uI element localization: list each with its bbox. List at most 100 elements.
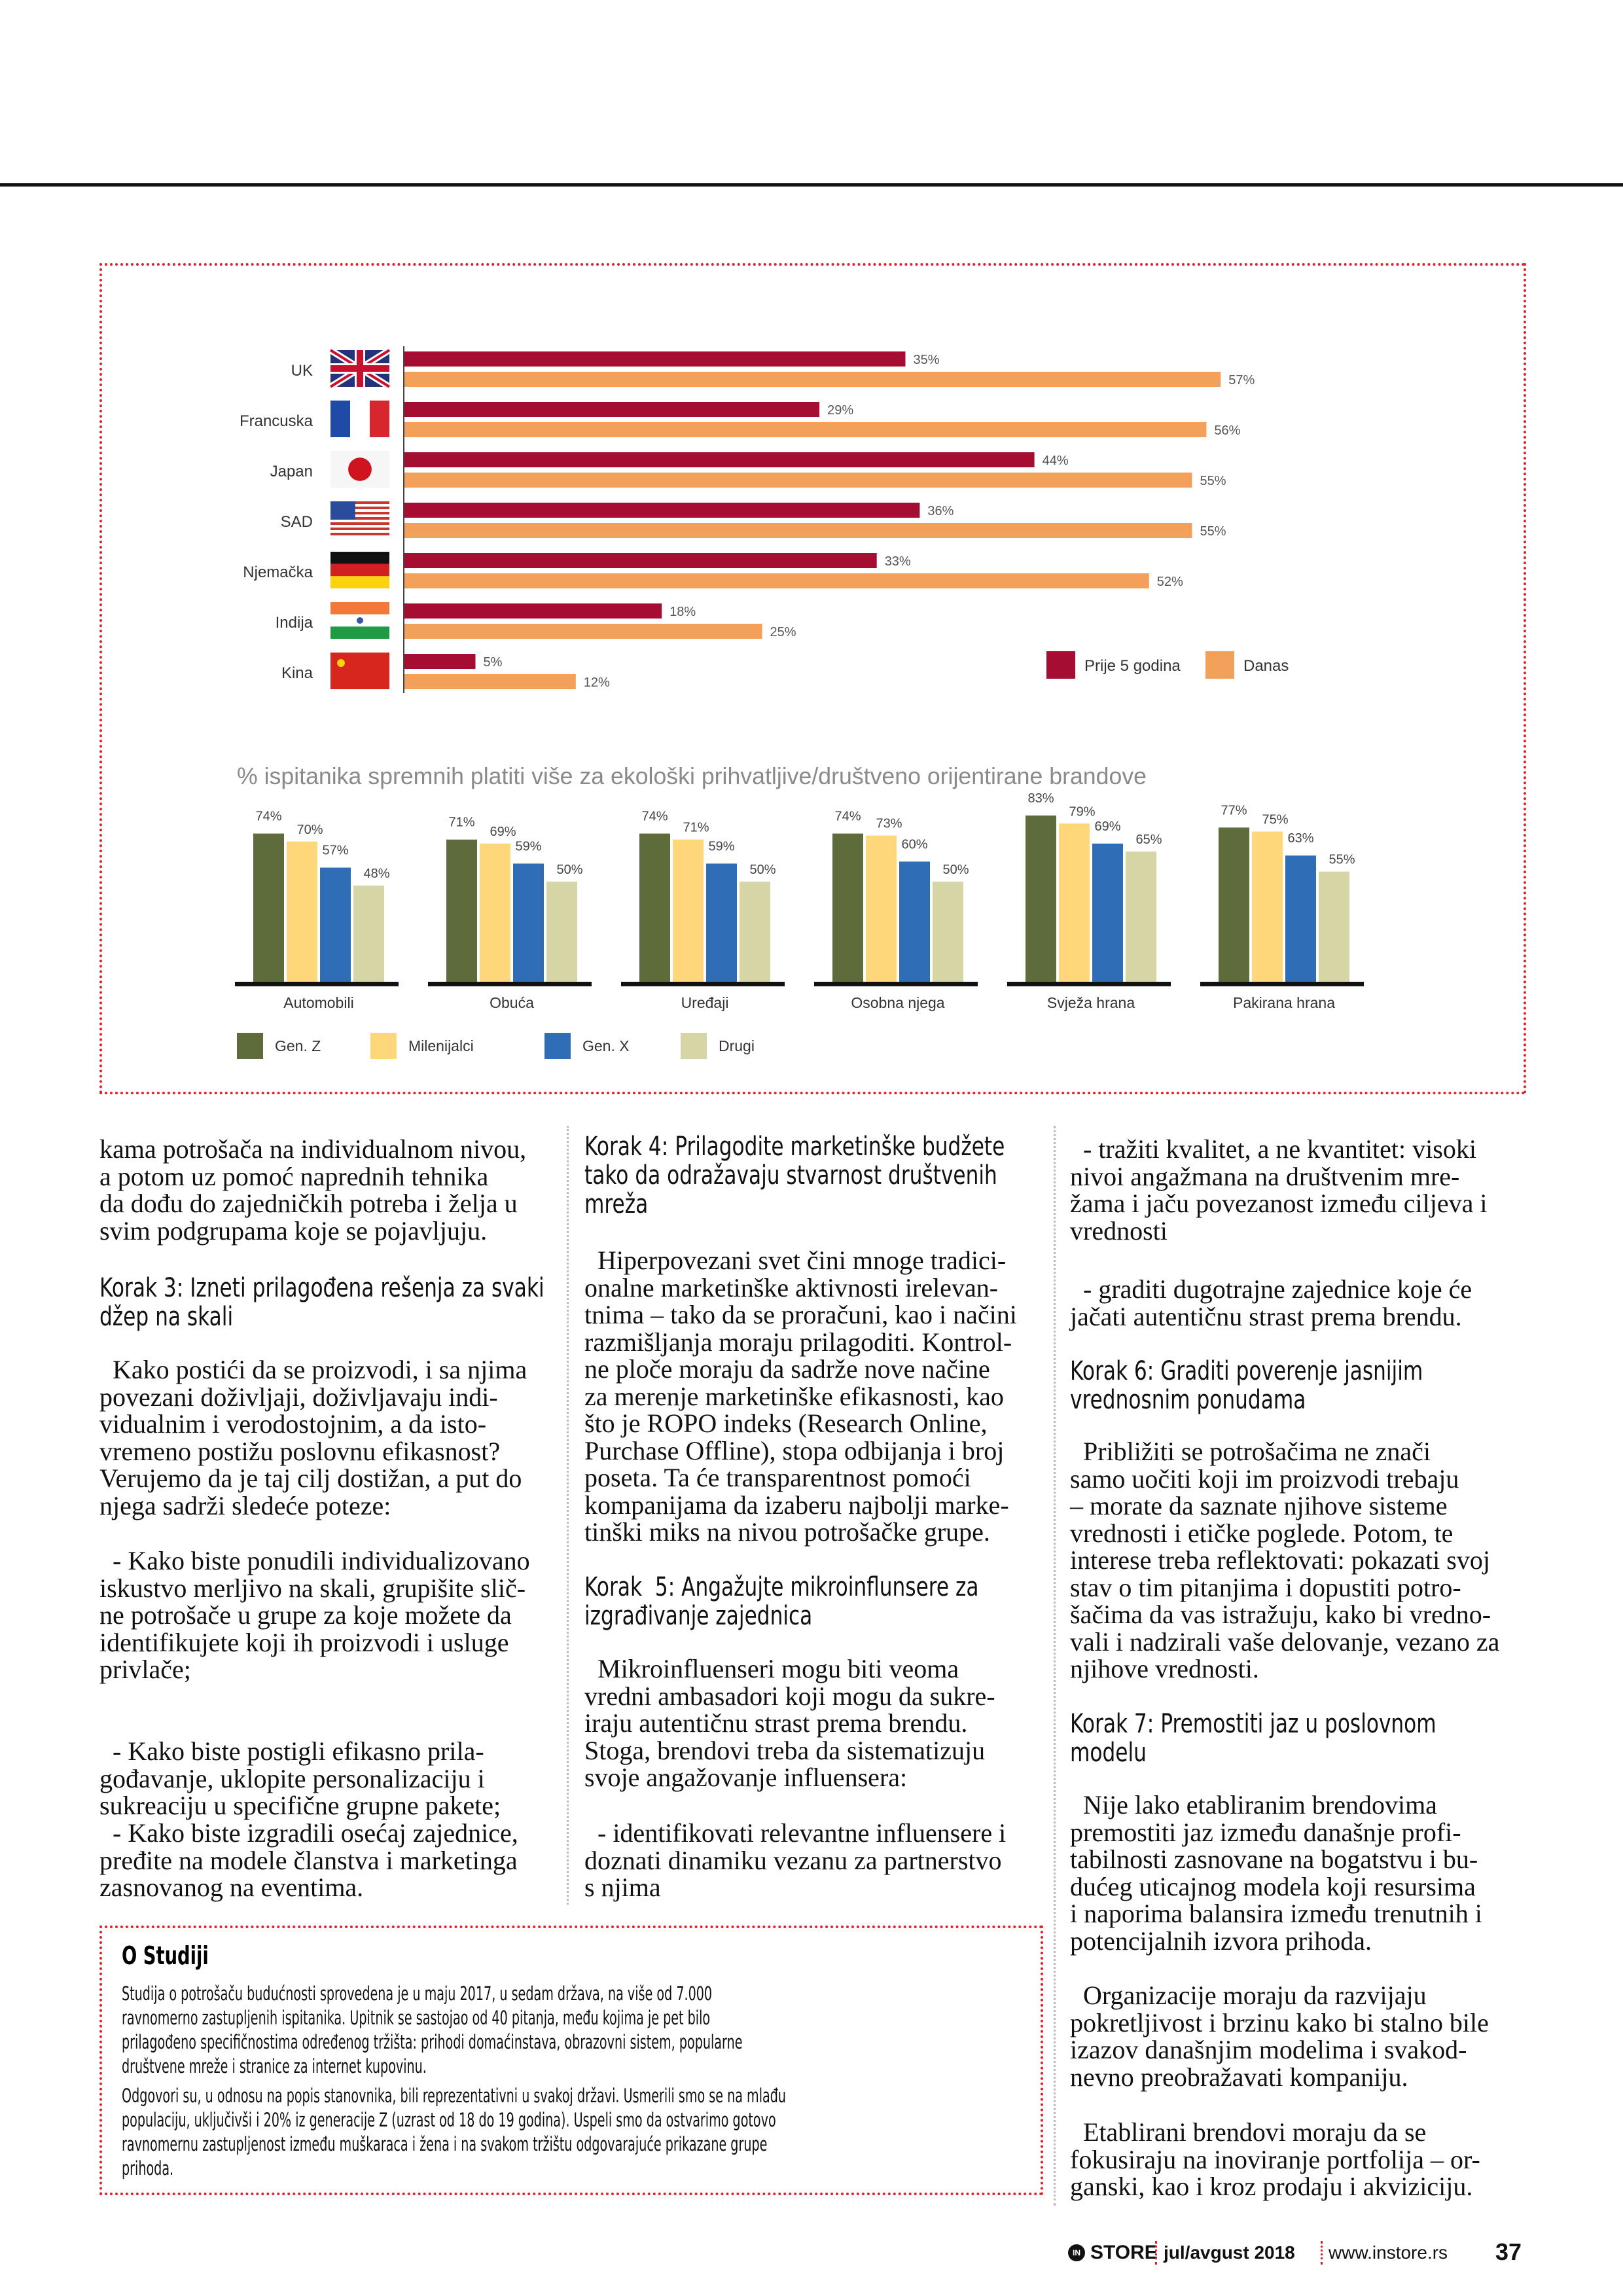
bar-today	[404, 624, 762, 639]
flag-china-icon	[330, 653, 389, 689]
bar-gen-z	[832, 833, 863, 982]
bar-value-label: 71%	[683, 821, 709, 835]
bar-milenijalci	[480, 843, 510, 982]
study-paragraph: Studija o potrošaču budućnosti sproveden…	[122, 1982, 743, 2077]
col3-paragraph: Nije lako etabliranim brendovima premost…	[1070, 1790, 1482, 1956]
bar-value-label: 74%	[641, 810, 668, 824]
bar-value-label: 55%	[1200, 474, 1226, 488]
bar-gen-x	[1092, 843, 1123, 982]
bar-value-label: 69%	[1094, 819, 1120, 834]
bar-value-label: 59%	[708, 839, 734, 853]
country-label: Njemačka	[243, 564, 313, 581]
flag-india-icon	[330, 602, 389, 639]
bar-value-label: 55%	[1200, 524, 1226, 539]
bar-value-label: 50%	[749, 863, 776, 877]
bar-today	[404, 473, 1192, 488]
heading-korak-7: Korak 7: Premostiti jaz u poslovnom mode…	[1070, 1709, 1436, 1768]
bar-value-label: 18%	[669, 605, 696, 619]
bar-value-label: 63%	[1287, 831, 1313, 846]
bar-before	[404, 452, 1035, 467]
bar-value-label: 50%	[556, 863, 582, 877]
bar-value-label: 44%	[1043, 454, 1069, 468]
bar-before	[404, 402, 820, 417]
col3-paragraph: Približiti se potrošačima ne znači samo …	[1070, 1437, 1500, 1683]
country-label: Japan	[270, 463, 313, 480]
category-label: Svježa hrana	[1047, 994, 1135, 1011]
legend-swatch	[1046, 651, 1075, 679]
group-baseline	[814, 982, 978, 986]
bar-value-label: 33%	[885, 554, 911, 569]
group-baseline	[1007, 982, 1171, 986]
bar-gen-z	[253, 833, 284, 982]
col2-paragraph: Hiperpovezani svet čini mnoge tradici- o…	[584, 1246, 1017, 1547]
study-title: O Studiji	[122, 1941, 209, 1970]
col3-paragraph: Organizacije moraju da razvijaju pokretl…	[1070, 1981, 1489, 2092]
logo-text: STORE	[1090, 2242, 1158, 2263]
bar-milenijalci	[287, 841, 317, 982]
bar-value-label: 55%	[1329, 853, 1355, 867]
bar-value-label: 57%	[322, 844, 348, 858]
bar-gen-x	[706, 863, 737, 982]
bar-value-label: 12%	[584, 675, 610, 690]
heading-korak-6: Korak 6: Graditi poverenje jasnijim vred…	[1070, 1356, 1423, 1415]
bar-value-label: 57%	[1228, 373, 1255, 387]
bar-value-label: 77%	[1221, 803, 1247, 817]
column-divider	[1054, 1126, 1056, 2206]
legend-swatch	[1205, 651, 1234, 679]
bar-value-label: 52%	[1157, 575, 1183, 589]
country-label: Kina	[281, 664, 313, 682]
page-number: 37	[1495, 2238, 1522, 2265]
heading-korak-4: Korak 4: Prilagodite marketinške budžete…	[584, 1132, 1005, 1219]
category-label: Obuća	[490, 994, 534, 1011]
category-label: Pakirana hrana	[1233, 994, 1335, 1011]
category-label: Uređaji	[681, 994, 729, 1011]
logo-mark-icon: IN	[1068, 2244, 1085, 2261]
country-label: Francuska	[240, 412, 313, 430]
bar-value-label: 60%	[901, 837, 927, 852]
bar-before	[404, 654, 476, 669]
bar-value-label: 73%	[876, 817, 902, 831]
bar-milenijalci	[1059, 823, 1090, 982]
column-divider	[567, 1126, 569, 1905]
bar-drugi	[353, 886, 384, 982]
category-label: Osobna njega	[851, 994, 944, 1011]
col1-paragraph: Kako postići da se proizvodi, i sa njima…	[99, 1355, 527, 1520]
bar-value-label: 71%	[448, 816, 474, 830]
legend-label: Gen. Z	[275, 1037, 321, 1054]
footer-separator	[1321, 2241, 1323, 2265]
col2-bullet: - identifikovati relevantne influensere …	[584, 1818, 1007, 1902]
flag-uk-icon	[329, 347, 391, 390]
bar-before	[404, 351, 906, 367]
bar-milenijalci	[1252, 831, 1283, 982]
bar-value-label: 59%	[515, 839, 541, 853]
flag-usa-icon	[330, 501, 389, 535]
header-rule	[0, 183, 1623, 187]
legend-label: Gen. X	[582, 1037, 630, 1054]
website-link[interactable]: www.instore.rs	[1329, 2242, 1448, 2263]
col3-paragraph: Etablirani brendovi moraju da se fokusir…	[1070, 2117, 1480, 2201]
country-label: Indija	[276, 614, 313, 632]
group-baseline	[428, 982, 592, 986]
bar-gen-z	[446, 839, 477, 982]
heading-korak-5: Korak 5: Angažujte mikroinflunsere za iz…	[584, 1572, 979, 1631]
bar-gen-x	[899, 861, 930, 982]
flag-germany-icon	[330, 552, 389, 588]
bar-value-label: 48%	[363, 867, 389, 881]
legend-swatch	[370, 1033, 397, 1059]
bar-today	[404, 372, 1221, 387]
bar-value-label: 25%	[770, 625, 796, 639]
bar-value-label: 83%	[1027, 791, 1054, 806]
study-paragraph: Odgovori su, u odnosu na popis stanovnik…	[122, 2085, 787, 2179]
bar-before	[404, 503, 920, 518]
bar-today	[404, 523, 1192, 538]
bar-value-label: 35%	[914, 353, 940, 367]
bar-value-label: 29%	[827, 403, 853, 418]
country-label: UK	[291, 362, 313, 380]
bar-value-label: 36%	[927, 504, 954, 518]
bar-milenijalci	[673, 839, 704, 982]
bar-before	[404, 603, 662, 619]
bar-value-label: 50%	[942, 863, 969, 877]
bar-value-label: 5%	[484, 655, 503, 670]
bar-before	[404, 553, 877, 568]
